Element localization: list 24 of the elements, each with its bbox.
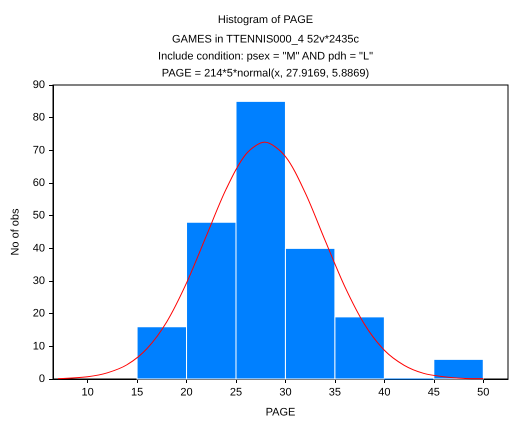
chart-title: Histogram of PAGE <box>218 14 314 26</box>
x-tick-label: 40 <box>378 386 390 398</box>
x-tick-label: 20 <box>180 386 193 398</box>
line-series <box>57 142 484 380</box>
y-tick-label: 10 <box>32 340 45 352</box>
y-tick-label: 90 <box>32 79 45 91</box>
x-axis-title: PAGE <box>266 406 296 418</box>
chart-subtitle: GAMES in TTENNIS000_4 52v*2435c Include condition: psex = "M" AND pdh = "L" PAGE = 214*5*normal(x, 27.9169, 5.8869) <box>158 34 374 80</box>
y-tick-label: 80 <box>32 112 45 124</box>
y-tick-label: 40 <box>32 242 45 254</box>
x-tick-label: 35 <box>328 386 342 398</box>
y-tick-label: 20 <box>32 308 45 320</box>
y-tick-label: 60 <box>32 177 45 189</box>
x-tick-label: 10 <box>81 386 94 398</box>
x-tick-label: 15 <box>130 386 144 398</box>
x-tick-label: 50 <box>477 386 490 398</box>
y-tick-label: 30 <box>32 275 45 287</box>
x-tick-label: 30 <box>279 386 292 398</box>
x-tick-label: 45 <box>428 386 440 398</box>
y-tick-label: 0 <box>38 373 45 385</box>
y-tick-label: 50 <box>32 210 45 222</box>
y-axis-title: No of obs <box>10 208 22 256</box>
x-tick-label: 25 <box>230 386 242 398</box>
y-tick-label: 70 <box>32 144 45 156</box>
